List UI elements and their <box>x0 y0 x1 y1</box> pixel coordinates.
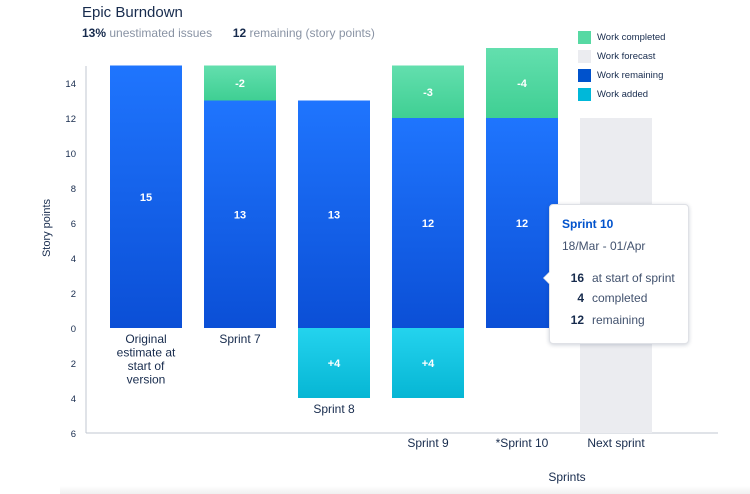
tooltip-row-remaining: 12 remaining <box>562 313 645 327</box>
bar-group-1 <box>204 65 276 328</box>
completed-bar <box>392 65 464 118</box>
legend-item-completed[interactable]: Work completed <box>578 28 665 47</box>
remaining-bar <box>486 118 558 328</box>
y-tick-label: 12 <box>65 114 76 125</box>
completed-bar-label: -2 <box>235 78 245 90</box>
tooltip-row-start: 16 at start of sprint <box>562 271 675 285</box>
epic-stats: 13% unestimated issues 12 remaining (sto… <box>82 26 375 40</box>
legend-item-remaining[interactable]: Work remaining <box>578 66 665 85</box>
legend-item-forecast[interactable]: Work forecast <box>578 47 665 66</box>
category-label: Original <box>125 332 166 346</box>
tooltip-label: remaining <box>592 313 645 327</box>
remaining-value: 12 <box>232 26 247 40</box>
category-label: Sprint 7 <box>219 332 261 346</box>
remaining-bar-label: 13 <box>328 209 340 221</box>
tooltip-value: 16 <box>570 271 584 285</box>
category-label: estimate at <box>117 346 176 360</box>
unestimated-value: 13% <box>82 26 107 40</box>
sprint-tooltip: Sprint 10 18/Mar - 01/Apr 16 at start of… <box>543 204 689 344</box>
legend-swatch <box>578 88 591 101</box>
tooltip-value: 4 <box>577 291 584 305</box>
legend-swatch <box>578 69 591 82</box>
bar-group-3 <box>392 65 464 398</box>
completed-bar <box>486 48 558 118</box>
remaining-label: remaining (story points) <box>249 26 375 40</box>
remaining-bar <box>298 100 370 328</box>
bottom-fade <box>60 486 750 494</box>
y-axis-title: Story points <box>41 198 53 257</box>
added-bar <box>392 328 464 398</box>
tooltip-title[interactable]: Sprint 10 <box>562 217 614 231</box>
remaining-bar <box>204 100 276 328</box>
remaining-bar-label: 13 <box>234 209 246 221</box>
added-bar-label: +4 <box>422 358 435 370</box>
y-tick-label: 6 <box>71 429 76 440</box>
remaining-bar <box>392 118 464 328</box>
category-label: Sprint 8 <box>313 402 355 416</box>
legend-label: Work completed <box>597 32 666 43</box>
bar-group-2 <box>298 100 370 398</box>
y-tick-label: 10 <box>65 149 76 160</box>
category-label: *Sprint 10 <box>496 436 549 450</box>
remaining-bar-label: 15 <box>140 192 152 204</box>
y-tick-label: 8 <box>71 184 76 195</box>
page-title: Epic Burndown <box>82 4 183 21</box>
y-tick-label: 0 <box>71 324 76 335</box>
remaining-bar-label: 12 <box>422 218 434 230</box>
bar-group-0 <box>110 65 182 328</box>
legend-label: Work added <box>597 89 649 100</box>
tooltip-label: completed <box>592 291 648 305</box>
unestimated-label: unestimated issues <box>109 26 213 40</box>
legend-label: Work forecast <box>597 51 656 62</box>
legend-swatch <box>578 31 591 44</box>
y-tick-label: 2 <box>71 289 76 300</box>
y-tick-label: 14 <box>65 79 76 90</box>
category-label: start of <box>128 359 165 373</box>
category-label: Sprint 9 <box>407 436 449 450</box>
legend-item-added[interactable]: Work added <box>578 85 665 104</box>
remaining-bar <box>110 65 182 328</box>
legend-swatch <box>578 50 591 63</box>
category-label: version <box>127 373 166 387</box>
chart-legend: Work completed Work forecast Work remain… <box>578 28 665 104</box>
remaining-bar-label: 12 <box>516 218 528 230</box>
y-tick-label: 6 <box>71 219 76 230</box>
y-tick-label: 2 <box>71 359 76 370</box>
completed-bar-label: -3 <box>423 87 433 99</box>
tooltip-label: at start of sprint <box>592 271 675 285</box>
completed-bar-label: -4 <box>517 78 528 90</box>
bar-group-4 <box>486 48 558 328</box>
tooltip-value: 12 <box>570 313 584 327</box>
tooltip-row-completed: 4 completed <box>562 291 647 305</box>
x-axis-title: Sprints <box>548 470 585 484</box>
category-label: Next sprint <box>587 436 645 450</box>
completed-bar <box>204 65 276 101</box>
legend-label: Work remaining <box>597 70 664 81</box>
added-bar <box>298 328 370 398</box>
added-bar-label: +4 <box>328 358 341 370</box>
tooltip-dates: 18/Mar - 01/Apr <box>562 239 646 253</box>
y-tick-label: 4 <box>71 394 76 405</box>
y-tick-label: 4 <box>71 254 76 265</box>
